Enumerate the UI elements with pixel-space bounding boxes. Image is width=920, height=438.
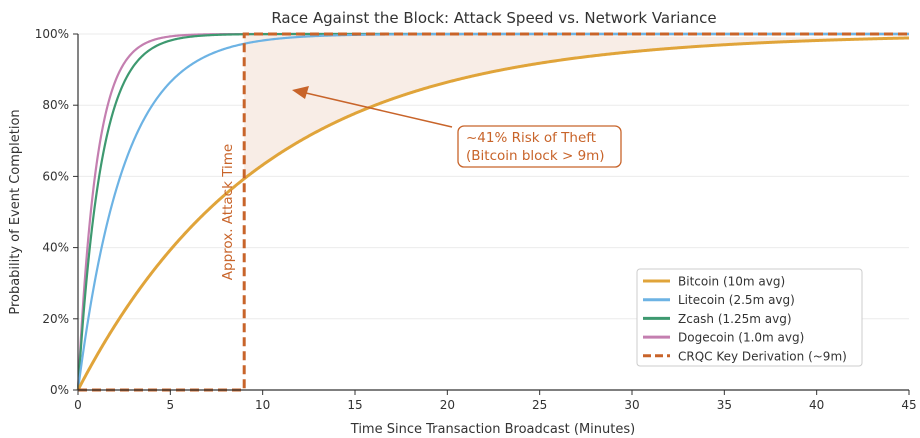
legend-label: CRQC Key Derivation (~9m) — [678, 349, 847, 363]
x-tick-label: 45 — [901, 398, 916, 412]
legend: Bitcoin (10m avg) Litecoin (2.5m avg) Zcas… — [636, 268, 863, 367]
x-tick-label: 40 — [809, 398, 824, 412]
annotation-box — [457, 125, 622, 168]
y-tick-label: 80% — [42, 98, 69, 112]
y-axis-label: Probability of Event Completion — [8, 109, 23, 314]
y-tick-label: 60% — [42, 169, 69, 183]
crqc-step-line — [78, 32, 909, 392]
x-tick-label: 0 — [74, 398, 82, 412]
legend-label: Litecoin (2.5m avg) — [678, 293, 795, 307]
x-axis-label: Time Since Transaction Broadcast (Minute… — [350, 422, 635, 437]
legend-label: Dogecoin (1.0m avg) — [678, 331, 804, 345]
x-tick-label: 5 — [167, 398, 175, 412]
x-tick-label: 15 — [347, 398, 362, 412]
annotation-arrow-head — [292, 86, 309, 99]
series-line-bitcoin — [76, 36, 910, 391]
annotation-arrow-line — [305, 92, 453, 128]
x-tick-label: 35 — [717, 398, 732, 412]
y-tick-label: 40% — [42, 241, 69, 255]
risk-shaded-region — [244, 34, 909, 179]
x-tick-label: 30 — [624, 398, 639, 412]
legend-label: Bitcoin (10m avg) — [678, 275, 785, 289]
x-tick-label: 20 — [440, 398, 455, 412]
annotation-line-1: ~41% Risk of Theft — [466, 130, 596, 146]
chart-title: Race Against the Block: Attack Speed vs.… — [271, 9, 716, 27]
y-tick-label: 100% — [35, 27, 69, 41]
y-tick-label: 0% — [50, 383, 69, 397]
x-tick-label: 25 — [532, 398, 547, 412]
x-tick-label: 10 — [255, 398, 270, 412]
annotation-line-2: (Bitcoin block > 9m) — [466, 148, 605, 164]
attack-time-label: Approx. Attack Time — [220, 144, 236, 280]
legend-label: Zcash (1.25m avg) — [678, 312, 792, 326]
y-tick-label: 20% — [42, 312, 69, 326]
